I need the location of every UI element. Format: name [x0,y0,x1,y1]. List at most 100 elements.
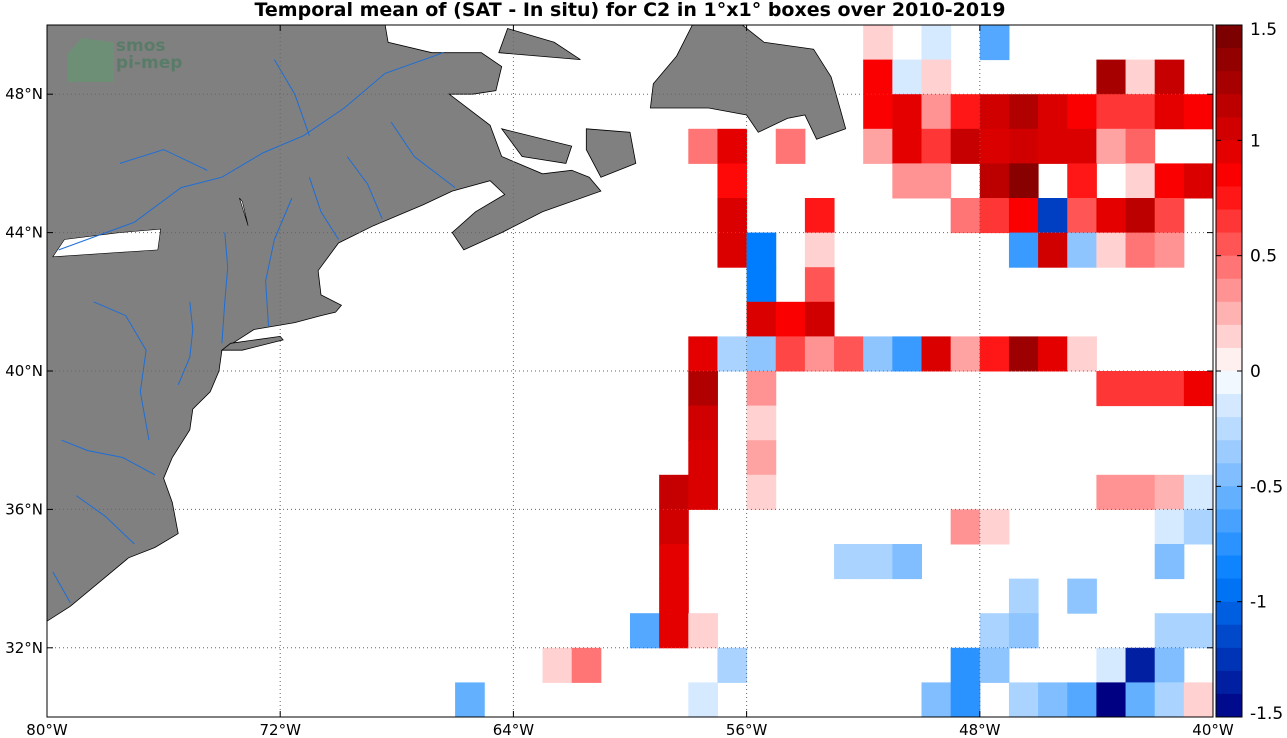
heatmap-cell [688,613,718,649]
land-polygon [649,25,847,140]
heatmap-cell [746,301,777,337]
heatmap-cell [1008,232,1039,268]
heatmap-cell [746,440,777,476]
river-line [61,439,156,476]
colorbar-tick-label: -1.5 [1250,704,1283,724]
heatmap-cell [1183,682,1213,717]
heatmap-cell [863,336,893,372]
colorbar-step [1216,578,1242,603]
heatmap-cell [1038,336,1068,372]
heatmap-cell [1008,128,1039,164]
heatmap-cell [1154,371,1185,407]
river-line [265,197,293,327]
heatmap-cell [717,336,748,372]
y-tick-label: 48°N [5,85,43,103]
logo-mark-icon [68,38,114,82]
y-tick-label: 36°N [5,500,43,518]
heatmap-cell [1154,509,1185,545]
heatmap-cell [1008,578,1039,614]
chart-title: Temporal mean of (SAT - In situ) for C2 … [254,0,1006,21]
x-tick-label: 80°W [26,721,68,738]
heatmap-cell [1125,94,1156,130]
colorbar-tick-label: 0 [1250,362,1261,382]
heatmap-cell [892,59,922,95]
heatmap-cell [1038,198,1068,234]
x-tick-label: 40°W [1192,721,1234,738]
colorbar-step [1216,278,1242,303]
heatmap-cell [688,336,718,372]
heatmap-cell [1096,647,1127,683]
heatmap-cell [746,267,777,303]
colorbar-step [1216,509,1242,533]
landmass [47,25,847,622]
heatmap-cell [688,405,718,441]
heatmap-cell [950,336,981,372]
heatmap-cell [892,336,922,372]
river-line [119,149,208,171]
x-tick-label: 48°W [959,721,1001,738]
colorbar-tick-label: -1 [1250,593,1267,613]
heatmap-cell [688,474,718,510]
colorbar-step [1216,647,1242,672]
heatmap-cell [950,682,981,717]
heatmap-cell [1154,474,1185,510]
heatmap-cell [1125,371,1156,407]
heatmap-cell [1154,94,1185,130]
heatmap-cell [775,128,806,164]
heatmap-cell [630,613,660,649]
heatmap-cell [1096,128,1127,164]
heatmap-cell [1067,578,1097,614]
heatmap-cell [688,682,718,717]
heatmap-cell [804,301,835,337]
x-tick-label: 72°W [259,721,301,738]
y-axis-ticks: 32°N 36°N 40°N 44°N 48°N [5,85,1213,657]
x-tick-label: 64°W [493,721,535,738]
heatmap-cell [834,336,864,372]
y-tick-label: 40°N [5,362,43,380]
heatmap-cell [688,371,718,407]
heatmap-cell [1125,682,1156,717]
colorbar: 1.5 1 0.5 0 -0.5 -1 -1.5 [1215,20,1283,724]
heatmap-cell [542,647,573,683]
heatmap-cell [1067,232,1097,268]
heatmap-cell [1154,232,1185,268]
logo-line1: smos [115,36,166,56]
heatmap-cell [659,474,689,510]
heatmap-cell [979,163,1010,199]
heatmap-cell [892,544,922,580]
heatmap-cell [1008,163,1039,199]
colorbar-step [1216,71,1242,95]
colorbar-step [1216,624,1242,649]
heatmap-cell [892,128,922,164]
heatmap-cell [921,682,952,717]
heatmap-cell [1008,613,1039,649]
heatmap-cell [717,128,748,164]
heatmap-cell [921,163,952,199]
colorbar-step [1216,140,1242,164]
heatmap-cell [1125,163,1156,199]
heatmap-cell [979,647,1010,683]
heatmap-cell [1067,682,1097,717]
colorbar-step [1216,486,1242,510]
heatmap-cell [921,59,952,95]
heatmap-cell [804,232,835,268]
heatmap-cell [659,544,689,580]
colorbar-step [1216,324,1242,349]
heatmap-cell [1096,474,1127,510]
heatmap-cell [863,128,893,164]
heatmap-cell [571,647,602,683]
colorbar-step [1216,347,1242,372]
heatmap-cell [1038,94,1068,130]
heatmap-cell [863,59,893,95]
heatmap-cell [659,578,689,614]
heatmap-cell [834,544,864,580]
heatmap-cell [1096,59,1127,95]
heatmap-cell [1183,94,1213,130]
heatmap-cell [950,198,981,234]
heatmap-cell [1183,163,1213,199]
heatmap-cell [1125,474,1156,510]
heatmap-cell [863,25,893,61]
land-polygon [47,25,602,622]
land-polygon [500,128,573,164]
heatmap-cell [921,25,952,61]
